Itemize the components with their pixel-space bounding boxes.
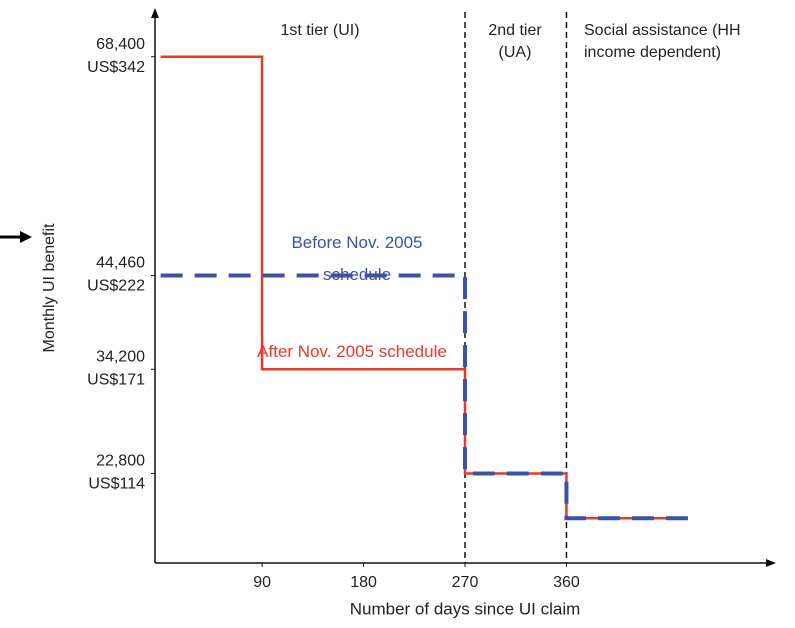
tier-label: Social assistance (HH income dependent) bbox=[584, 22, 741, 61]
pointer-arrow-head bbox=[20, 231, 32, 243]
y-tick-usd-label: US$222 bbox=[87, 278, 145, 295]
y-tick-usd-label: US$342 bbox=[87, 59, 145, 76]
y-tick-label: 68,400 bbox=[96, 36, 145, 53]
y-tick-label: 44,460 bbox=[96, 255, 145, 272]
x-tick-label: 270 bbox=[452, 574, 479, 591]
x-tick-label: 360 bbox=[553, 574, 580, 591]
y-axis-label: Monthly UI benefit bbox=[41, 223, 58, 353]
series-label: After Nov. 2005 schedule bbox=[257, 342, 447, 361]
y-tick-label: 34,200 bbox=[96, 349, 145, 366]
y-axis-arrow bbox=[151, 8, 159, 18]
tier-label: 2nd tier (UA) bbox=[488, 22, 542, 61]
x-axis-label: Number of days since UI claim bbox=[350, 599, 581, 618]
x-axis-arrow bbox=[766, 559, 776, 567]
y-tick-usd-label: US$114 bbox=[88, 476, 145, 493]
x-tick-label: 90 bbox=[253, 574, 271, 591]
series-line bbox=[160, 273, 695, 521]
y-tick-label: 22,800 bbox=[96, 453, 145, 470]
tier-label: 1st tier (UI) bbox=[280, 22, 360, 39]
series-label: Before Nov. 2005 schedule bbox=[291, 233, 423, 284]
y-tick-usd-label: US$171 bbox=[87, 372, 145, 389]
x-tick-label: 180 bbox=[350, 574, 377, 591]
